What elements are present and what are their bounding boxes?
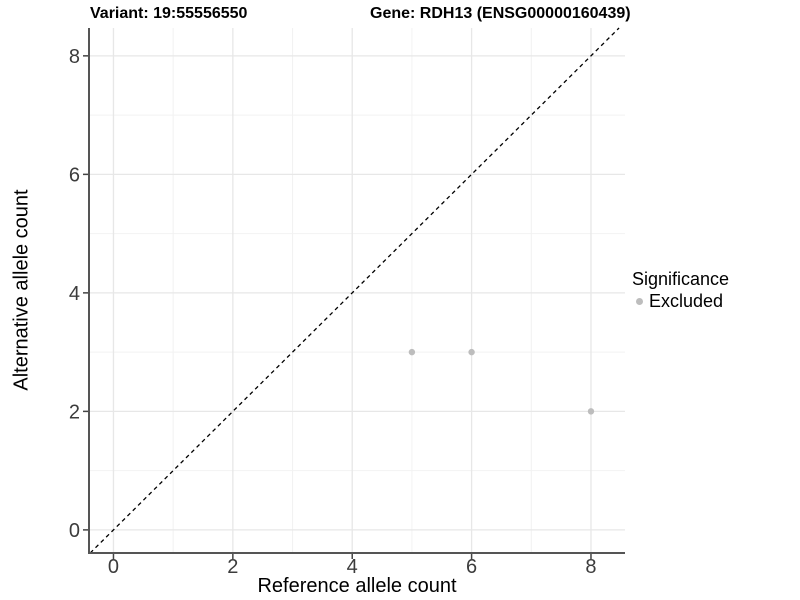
legend-item-excluded: Excluded <box>632 291 729 311</box>
y-tick-label: 0 <box>69 520 80 542</box>
x-tick-label: 4 <box>347 556 358 578</box>
data-point <box>468 348 475 356</box>
x-tick-label: 0 <box>108 556 119 578</box>
data-point <box>587 408 595 415</box>
x-tick-label: 2 <box>227 556 238 578</box>
variant-title: Variant: 19:55556550 <box>90 5 248 22</box>
y-tick-label: 2 <box>69 401 80 423</box>
gene-title: Gene: RDH13 (ENSG00000160439) <box>370 5 631 22</box>
y-tick-label: 6 <box>69 164 80 186</box>
x-tick-label: 8 <box>585 556 596 578</box>
x-tick-label: 6 <box>466 556 477 578</box>
legend-dot-icon <box>636 297 643 305</box>
legend-item-label: Excluded <box>649 291 724 311</box>
x-axis-title: Reference allele count <box>257 575 457 597</box>
y-axis-title: Alternative allele count <box>10 189 33 391</box>
identity-dashed-line <box>89 27 620 554</box>
y-tick-label: 4 <box>69 283 80 305</box>
legend: Significance Excluded <box>632 268 729 311</box>
data-point <box>408 348 416 356</box>
y-tick-label: 8 <box>69 46 80 68</box>
legend-title: Significance <box>632 269 730 289</box>
